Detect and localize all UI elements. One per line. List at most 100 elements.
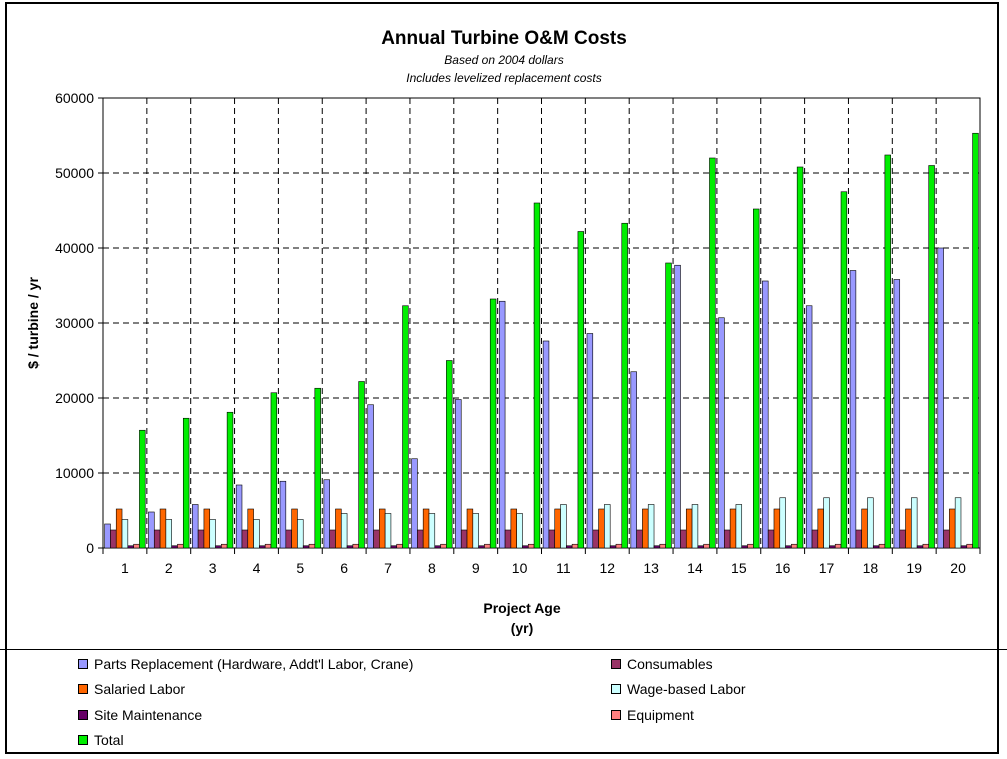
bar-equipment-20: [966, 543, 973, 549]
y-tick-label: 40000: [55, 240, 94, 256]
bar-consumables-19: [899, 529, 906, 549]
bar-equipment-6: [352, 543, 359, 549]
bar-wage-based-labor-9: [472, 513, 479, 549]
bar-salaried-labor-13: [642, 508, 649, 549]
bar-consumables-14: [680, 529, 687, 549]
legend-label: Parts Replacement (Hardware, Addt'l Labo…: [94, 656, 414, 672]
bar-site-maintenance-6: [346, 545, 354, 549]
bar-salaried-labor-4: [247, 508, 254, 549]
bar-equipment-10: [527, 543, 535, 549]
bar-consumables-12: [592, 529, 599, 549]
bar-equipment-18: [878, 543, 886, 549]
bar-site-maintenance-20: [960, 545, 968, 549]
bar-equipment-8: [440, 543, 447, 549]
bar-total-14: [709, 157, 716, 549]
bar-salaried-labor-2: [159, 508, 167, 549]
bar-salaried-labor-15: [729, 508, 737, 549]
x-tick-label: 15: [731, 560, 747, 576]
bar-wage-based-labor-13: [647, 504, 655, 549]
bar-salaried-labor-19: [905, 508, 912, 549]
bar-site-maintenance-4: [259, 545, 266, 549]
chart-subtitle-line-1: Based on 2004 dollars: [444, 53, 563, 67]
legend-swatch: [611, 684, 621, 694]
y-axis-title: $ / turbine / yr: [25, 277, 41, 369]
bar-equipment-13: [659, 543, 666, 549]
bar-site-maintenance-15: [741, 545, 748, 549]
bar-wage-based-labor-20: [954, 497, 962, 549]
bar-consumables-3: [197, 529, 205, 549]
legend-swatch: [611, 710, 621, 720]
bar-total-8: [446, 360, 453, 549]
bar-site-maintenance-13: [653, 545, 661, 549]
bar-total-12: [621, 222, 628, 549]
legend-item: Salaried Labor: [78, 679, 185, 699]
bar-equipment-7: [396, 543, 403, 549]
bar-total-10: [533, 202, 541, 549]
bar-total-17: [840, 191, 848, 549]
legend-label: Consumables: [627, 656, 713, 672]
legend-item: Wage-based Labor: [611, 679, 746, 699]
bar-salaried-labor-5: [291, 508, 298, 549]
legend-divider: [0, 649, 1007, 650]
bar-salaried-labor-20: [949, 508, 956, 549]
bar-salaried-labor-10: [510, 508, 517, 549]
bar-site-maintenance-3: [215, 545, 222, 549]
bar-consumables-8: [417, 529, 424, 549]
y-tick-label: 60000: [55, 90, 94, 106]
x-tick-label: 13: [643, 560, 659, 576]
bar-total-15: [753, 208, 760, 549]
x-tick-label: 16: [775, 560, 791, 576]
x-tick-label: 14: [687, 560, 703, 576]
bar-parts-replacement-hardware-addt-l-labor-crane-13: [630, 371, 637, 549]
bar-parts-replacement-hardware-addt-l-labor-crane-1: [104, 523, 111, 549]
bar-wage-based-labor-4: [253, 519, 260, 549]
bar-parts-replacement-hardware-addt-l-labor-crane-12: [586, 333, 594, 549]
legend-item: Consumables: [611, 654, 713, 674]
y-tick-label: 10000: [55, 465, 94, 481]
bar-wage-based-labor-18: [867, 497, 874, 549]
bar-salaried-labor-8: [422, 508, 430, 549]
bar-salaried-labor-7: [379, 508, 386, 549]
y-tick-label: 30000: [55, 315, 94, 331]
chart-title: Annual Turbine O&M Costs: [381, 28, 627, 49]
x-tick-label: 2: [165, 560, 173, 576]
bar-site-maintenance-11: [566, 545, 573, 549]
legend-swatch: [78, 684, 88, 694]
bar-wage-based-labor-15: [735, 504, 743, 549]
bar-equipment-3: [221, 543, 228, 549]
bar-site-maintenance-2: [171, 545, 178, 549]
x-tick-label: 20: [950, 560, 966, 576]
bar-parts-replacement-hardware-addt-l-labor-crane-3: [192, 504, 199, 549]
bar-parts-replacement-hardware-addt-l-labor-crane-2: [148, 511, 155, 549]
bar-salaried-labor-14: [685, 508, 693, 549]
bar-parts-replacement-hardware-addt-l-labor-crane-10: [498, 300, 506, 549]
bar-total-6: [358, 381, 365, 549]
bar-total-20: [972, 132, 979, 549]
bar-parts-replacement-hardware-addt-l-labor-crane-11: [542, 340, 550, 549]
chart-subtitle-line-2: Includes levelized replacement costs: [406, 71, 601, 85]
bar-site-maintenance-19: [916, 545, 924, 549]
bar-site-maintenance-16: [785, 545, 792, 549]
bar-total-1: [139, 429, 146, 549]
bar-salaried-labor-18: [861, 508, 868, 549]
bar-consumables-17: [811, 529, 819, 549]
x-axis-title-line-2: (yr): [511, 620, 534, 636]
bar-site-maintenance-14: [697, 545, 704, 549]
bar-equipment-12: [615, 543, 623, 549]
x-tick-label: 5: [296, 560, 304, 576]
bar-consumables-20: [943, 529, 950, 549]
bar-wage-based-labor-5: [297, 519, 304, 549]
x-tick-label: 6: [340, 560, 348, 576]
bar-total-2: [182, 417, 190, 549]
bar-wage-based-labor-3: [209, 519, 216, 549]
bar-salaried-labor-17: [817, 508, 824, 549]
bar-consumables-16: [767, 529, 775, 549]
y-tick-label: 50000: [55, 165, 94, 181]
x-tick-label: 17: [819, 560, 835, 576]
bar-equipment-1: [133, 543, 140, 549]
bar-salaried-labor-9: [466, 508, 474, 549]
x-tick-label: 12: [599, 560, 615, 576]
bar-consumables-10: [504, 529, 512, 549]
bar-salaried-labor-12: [598, 508, 605, 549]
